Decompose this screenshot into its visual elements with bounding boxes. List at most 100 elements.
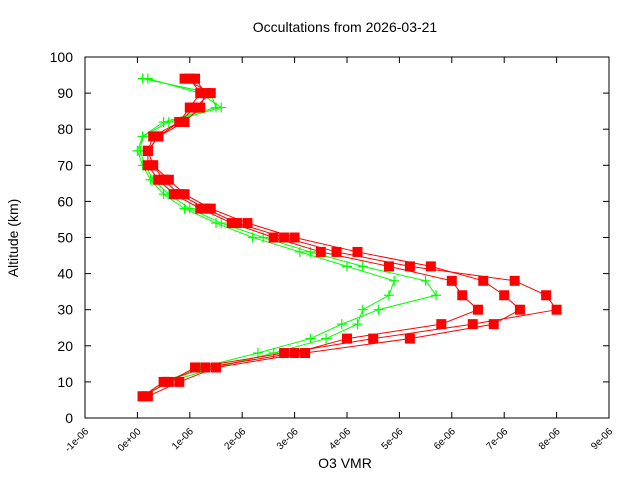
marker <box>200 203 211 214</box>
marker <box>357 261 368 272</box>
marker <box>163 116 174 127</box>
marker <box>457 290 468 301</box>
marker <box>352 246 363 257</box>
marker <box>142 73 153 84</box>
marker <box>174 376 185 387</box>
marker <box>499 290 510 301</box>
marker <box>431 290 442 301</box>
marker <box>279 348 290 359</box>
marker <box>137 391 148 402</box>
x-tick-label: -1e-06 <box>63 426 92 455</box>
y-tick-label: 10 <box>57 374 73 390</box>
x-tick-label: 1e-06 <box>170 426 196 452</box>
marker <box>195 102 206 113</box>
marker <box>142 160 153 171</box>
x-tick-label: 9e-06 <box>589 426 615 452</box>
y-tick-label: 80 <box>57 121 73 137</box>
marker <box>195 88 206 99</box>
y-tick-label: 30 <box>57 302 73 318</box>
marker <box>184 102 195 113</box>
marker <box>132 145 143 156</box>
marker <box>279 232 290 243</box>
marker <box>368 333 379 344</box>
marker <box>148 160 159 171</box>
x-tick-label: 8e-06 <box>537 426 563 452</box>
marker <box>336 319 347 330</box>
marker <box>211 218 221 229</box>
marker <box>163 174 174 185</box>
marker <box>200 362 211 373</box>
profile-line <box>142 78 479 397</box>
marker <box>252 348 263 359</box>
marker <box>163 376 174 387</box>
marker <box>169 189 180 200</box>
plot-frame <box>84 56 610 419</box>
marker <box>247 232 258 243</box>
y-tick-label: 70 <box>57 157 73 173</box>
profile-line <box>142 78 558 397</box>
marker <box>179 116 190 127</box>
marker <box>205 88 216 99</box>
marker <box>179 73 190 84</box>
profile-line <box>147 78 521 397</box>
marker <box>436 319 447 330</box>
marker <box>383 261 394 272</box>
marker <box>420 275 431 286</box>
marker <box>153 174 164 185</box>
marker <box>342 261 352 272</box>
marker <box>174 116 185 127</box>
marker <box>289 348 300 359</box>
x-tick-label: 6e-06 <box>432 426 458 452</box>
marker <box>352 319 363 330</box>
marker <box>226 218 237 229</box>
marker <box>190 362 201 373</box>
marker <box>404 333 415 344</box>
marker <box>383 290 394 301</box>
marker <box>321 333 332 344</box>
marker <box>158 189 169 200</box>
y-tick-label: 60 <box>57 193 73 209</box>
marker <box>289 232 300 243</box>
profile <box>142 73 525 402</box>
marker <box>153 131 164 142</box>
x-tick-label: 3e-06 <box>275 426 301 452</box>
y-tick-label: 100 <box>50 49 74 65</box>
marker <box>137 131 148 142</box>
marker <box>446 275 457 286</box>
marker <box>404 261 415 272</box>
y-tick-label: 90 <box>57 85 73 101</box>
profile <box>137 73 483 402</box>
marker <box>184 73 195 84</box>
marker <box>148 131 159 142</box>
marker <box>190 102 201 113</box>
marker <box>216 102 227 113</box>
marker <box>473 304 483 315</box>
marker <box>373 304 384 315</box>
marker <box>467 319 478 330</box>
y-axis-label: Altitude (km) <box>5 199 21 278</box>
marker <box>142 145 153 156</box>
marker <box>305 333 316 344</box>
marker <box>179 189 190 200</box>
marker <box>478 275 489 286</box>
marker <box>179 203 190 214</box>
x-tick-label: 0e+00 <box>116 426 144 454</box>
marker <box>389 275 400 286</box>
x-tick-label: 5e-06 <box>380 426 406 452</box>
marker <box>158 376 169 387</box>
marker <box>195 203 206 214</box>
marker <box>300 348 311 359</box>
marker <box>211 362 221 373</box>
marker <box>200 88 211 99</box>
marker <box>551 304 562 315</box>
y-tick-label: 20 <box>57 338 73 354</box>
marker <box>357 304 368 315</box>
marker <box>268 232 279 243</box>
marker <box>242 218 253 229</box>
y-tick-label: 50 <box>57 230 73 246</box>
y-tick-label: 40 <box>57 266 73 282</box>
chart-title: Occultations from 2026-03-21 <box>253 19 438 35</box>
marker <box>514 304 525 315</box>
marker <box>315 246 326 257</box>
